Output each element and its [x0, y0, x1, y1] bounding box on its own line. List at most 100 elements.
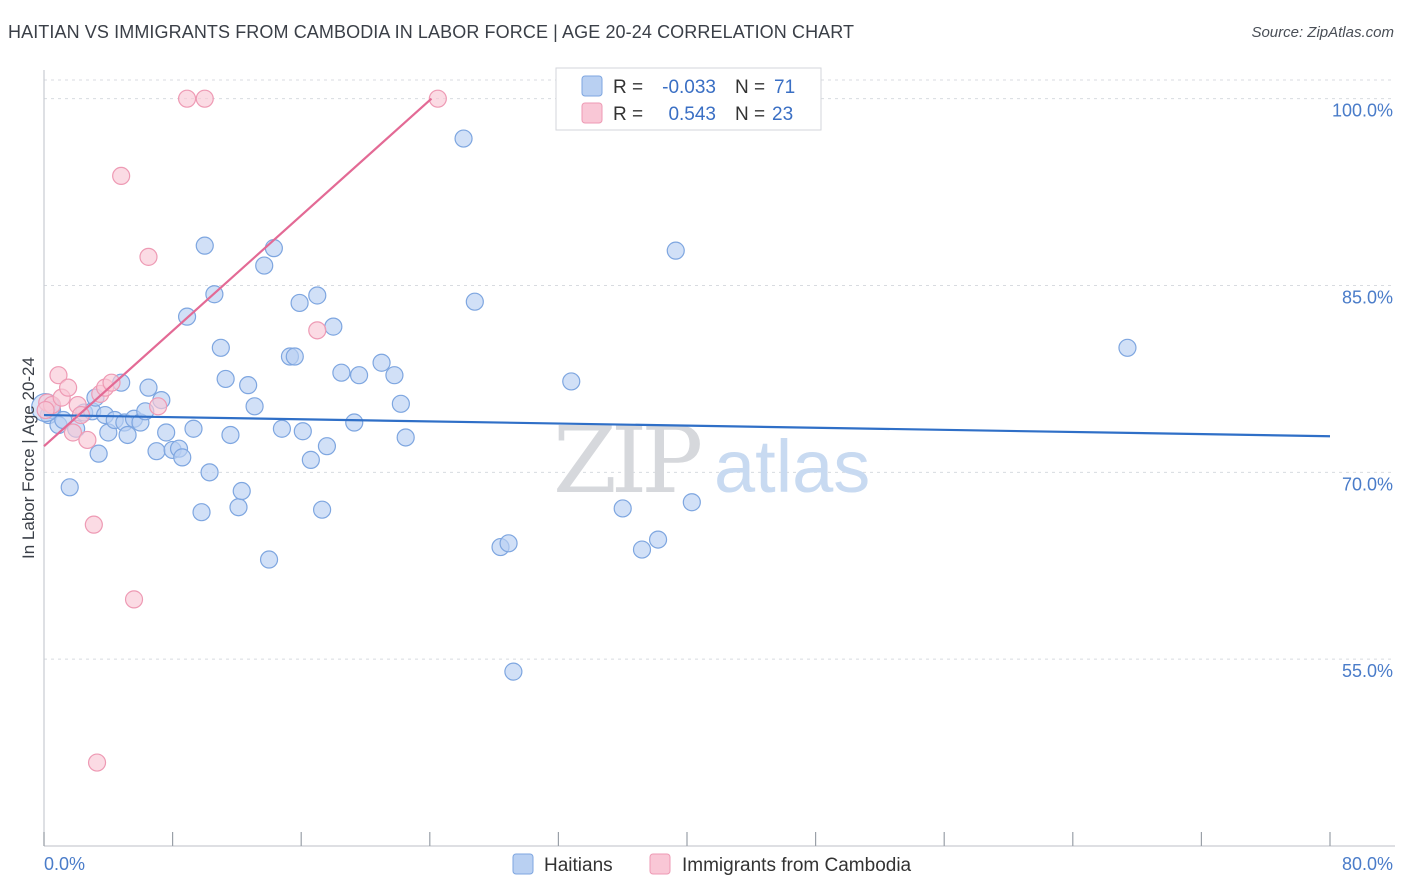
stats-n-value-cambodia: 23: [772, 104, 793, 125]
haitians-point: [504, 662, 523, 681]
source-label: Source: ZipAtlas.com: [1251, 24, 1394, 41]
haitians-point: [264, 239, 283, 258]
cambodia-point: [149, 397, 168, 416]
haitians-point: [454, 129, 473, 148]
haitians-point: [118, 425, 137, 445]
x-tick-label-max: 80.0%: [1342, 854, 1393, 874]
y-tick-label: 70.0%: [1342, 474, 1393, 494]
axes: [43, 70, 1395, 847]
haitians-point: [308, 286, 327, 305]
watermark-atlas: atlas: [714, 425, 870, 508]
stats-n-label-cambodia: N =: [735, 104, 765, 125]
legend-label-cambodia: Immigrants from Cambodia: [682, 855, 912, 876]
haitians-point: [285, 347, 304, 366]
stats-n-label-haitians: N =: [735, 77, 765, 98]
haitians-point: [232, 481, 251, 501]
x-ticks: [43, 832, 1331, 846]
cambodia-point: [195, 89, 214, 108]
haitians-point: [157, 423, 176, 442]
haitians-points: [31, 129, 1137, 681]
cambodia-point: [59, 378, 78, 397]
stats-r-label-cambodia: R =: [613, 104, 643, 125]
y-tick-label: 100.0%: [1332, 101, 1393, 121]
haitians-point: [632, 540, 652, 559]
stats-n-value-haitians: 71: [774, 77, 795, 98]
cambodia-trend-line: [43, 97, 433, 448]
haitians-point: [272, 419, 292, 438]
stats-r-value-cambodia: 0.543: [668, 104, 716, 125]
haitians-point: [173, 448, 192, 467]
haitians-point: [613, 499, 632, 518]
cambodia-point: [428, 89, 447, 108]
haitians-point: [312, 500, 332, 519]
haitians-point: [255, 256, 274, 275]
trend-lines: [43, 97, 1331, 448]
legend-swatch-cambodia: [649, 853, 671, 875]
haitians-point: [139, 378, 158, 397]
legend-swatch-haitians: [512, 853, 534, 875]
gridlines: [44, 79, 1395, 660]
stats-r-label-haitians: R =: [613, 77, 643, 98]
haitians-point: [60, 478, 79, 497]
series-legend: Haitians Immigrants from Cambodia: [512, 853, 912, 876]
haitians-point: [245, 397, 264, 416]
cambodia-point: [87, 753, 107, 772]
haitians-point: [211, 338, 230, 357]
haitians-point: [324, 317, 343, 336]
haitians-point: [290, 293, 309, 313]
stats-r-value-haitians: -0.033: [662, 77, 716, 98]
haitians-point: [465, 292, 484, 311]
haitians-point: [200, 463, 219, 482]
cambodia-point: [49, 366, 68, 385]
haitians-point: [396, 428, 415, 447]
haitians-point: [345, 413, 364, 432]
cambodia-point: [308, 321, 327, 340]
cambodia-point: [124, 590, 144, 609]
haitians-point: [216, 369, 235, 389]
haitians-point: [147, 442, 166, 461]
haitians-point: [391, 394, 410, 413]
cambodia-point: [78, 430, 97, 450]
y-tick-labels: 55.0% 70.0% 85.0% 100.0%: [1332, 101, 1393, 681]
cambodia-point: [84, 515, 103, 534]
y-tick-label: 85.0%: [1342, 288, 1393, 308]
stats-legend-swatch-haitians: [581, 75, 603, 97]
stats-legend: R = -0.033 N = 71 R = 0.543 N = 23: [555, 67, 822, 131]
cambodia-point: [177, 89, 197, 108]
haitians-point: [562, 372, 581, 391]
haitians-point: [301, 450, 320, 469]
watermark: ZIP atlas: [553, 407, 870, 514]
chart-title: HAITIAN VS IMMIGRANTS FROM CAMBODIA IN L…: [8, 22, 855, 42]
haitians-point: [293, 422, 312, 441]
cambodia-point: [63, 423, 83, 442]
haitians-trend-line: [43, 413, 1331, 438]
haitians-point: [221, 425, 240, 445]
haitians-point: [184, 419, 203, 438]
haitians-point: [259, 550, 279, 569]
haitians-point: [239, 376, 258, 395]
haitians-point: [332, 363, 351, 382]
x-tick-label-min: 0.0%: [44, 854, 85, 874]
haitians-point: [317, 437, 337, 456]
haitians-point: [682, 493, 701, 512]
haitians-point: [1118, 338, 1137, 357]
haitians-point: [229, 498, 248, 517]
cambodia-point: [102, 373, 121, 392]
haitians-point: [192, 503, 211, 522]
y-axis-label: In Labor Force | Age 20-24: [19, 357, 38, 559]
haitians-point: [89, 444, 108, 463]
haitians-point: [499, 534, 518, 553]
haitians-point: [648, 530, 668, 549]
haitians-point: [666, 241, 685, 260]
stats-legend-swatch-cambodia: [581, 102, 603, 124]
cambodia-point: [112, 166, 131, 186]
cambodia-points: [36, 89, 447, 772]
legend-label-haitians: Haitians: [544, 855, 613, 876]
y-tick-label: 55.0%: [1342, 661, 1393, 681]
haitians-point: [195, 236, 214, 255]
cambodia-point: [139, 247, 158, 266]
haitians-point: [349, 366, 369, 385]
haitians-point: [372, 353, 391, 372]
haitians-point: [385, 366, 404, 385]
